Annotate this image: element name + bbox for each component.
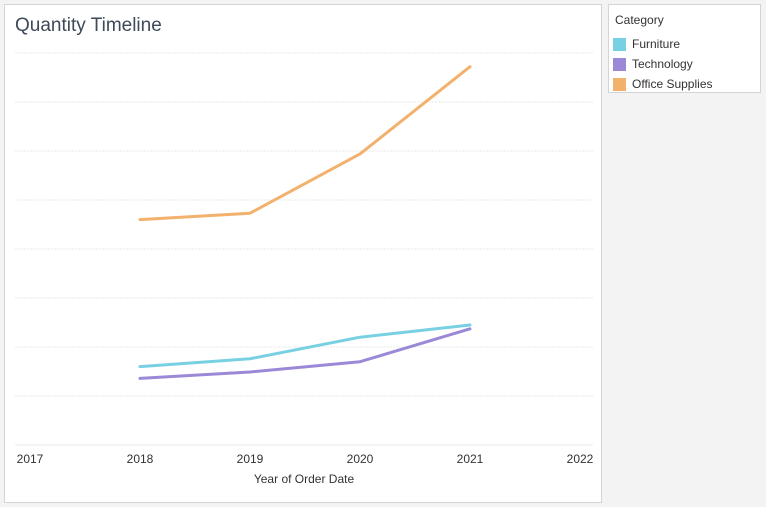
x-tick-label: 2022	[567, 452, 594, 466]
plot-area: 2017 2018 2019 2020 2021 2022 Year of Order Da…	[15, 52, 594, 486]
legend-label: Technology	[632, 57, 693, 71]
legend-label: Furniture	[632, 37, 681, 51]
series-line-office-supplies	[138, 65, 472, 222]
legend-swatch	[613, 77, 626, 91]
x-tick-label: 2020	[347, 452, 374, 466]
series-line-technology	[138, 327, 472, 380]
legend-item-furniture[interactable]: Furniture	[613, 36, 680, 52]
series-line-furniture	[138, 323, 472, 369]
x-axis-label: Year of Order Date	[254, 472, 355, 486]
x-tick-label: 2018	[127, 452, 154, 466]
x-tick-label: 2021	[457, 452, 484, 466]
x-tick-label: 2017	[17, 452, 44, 466]
legend-item-technology[interactable]: Technology	[613, 56, 693, 72]
legend: Category Furniture Technology Office Suppl…	[608, 4, 761, 93]
legend-title: Category	[615, 13, 664, 27]
legend-label: Office Supplies	[632, 77, 713, 91]
chart-title: Quantity Timeline	[15, 15, 162, 36]
chart-panel: Quantity Timeline 2017 2018 2019 2020 2021 20…	[4, 4, 602, 503]
x-tick-label: 2019	[237, 452, 264, 466]
legend-swatch	[613, 37, 626, 51]
legend-item-office-supplies[interactable]: Office Supplies	[613, 76, 713, 92]
legend-swatch	[613, 57, 626, 71]
